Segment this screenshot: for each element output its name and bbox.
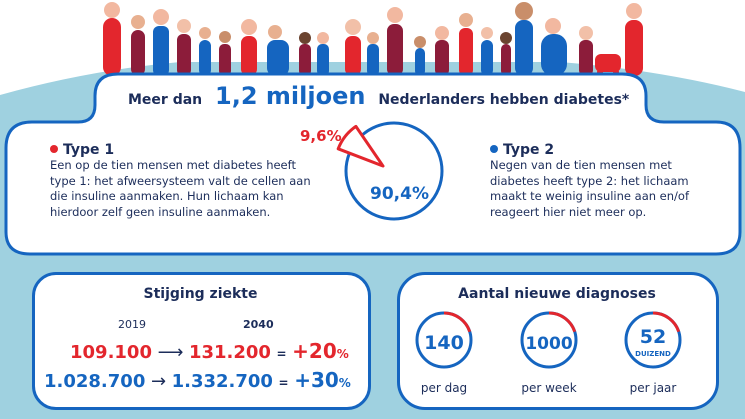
arrow-icon: ⟶: [157, 342, 184, 363]
type1-increase: +20: [292, 339, 337, 363]
pie-type2-label: 90,4%: [370, 184, 429, 204]
pie-type1-label: 9,6%: [300, 127, 342, 145]
type1-to: 131.200: [188, 342, 271, 363]
type2-title: Type 2: [503, 142, 555, 158]
diag-ring-red-arc: [443, 311, 472, 333]
type2-dot: [490, 145, 498, 153]
type1-text: Een op de tien mensen met diabetes heeft…: [50, 158, 311, 219]
type1-block: Type 1 Een op de tien mensen met diabete…: [50, 142, 318, 220]
eq-sign: =: [276, 347, 287, 361]
eq-sign: =: [278, 376, 289, 390]
diag-label-per-dag: per dag: [420, 381, 468, 395]
year-to: 2040: [243, 318, 274, 331]
diagnoses-title: Aantal nieuwe diagnoses: [458, 286, 656, 302]
diag-label-per-week: per week: [521, 381, 577, 395]
diag-label-per-jaar: per jaar: [629, 381, 677, 395]
stijging-card: [32, 272, 371, 410]
headline: Meer dan 1,2 miljoen Nederlanders hebben…: [128, 82, 648, 110]
type2-from: 1.028.700: [44, 371, 146, 392]
stijging-row-type2: 1.028.700 → 1.332.700 = +30%: [44, 368, 351, 392]
diag-sub-per-jaar: DUIZEND: [635, 350, 671, 358]
headline-suffix: Nederlanders hebben diabetes*: [378, 92, 630, 108]
diag-value-per-week: 1000: [525, 334, 572, 354]
headline-highlight: 1,2 miljoen: [215, 82, 366, 110]
diagnoses-circles: 140 1000 52 DUIZEND: [415, 311, 682, 369]
stijging-title: Stijging ziekte: [143, 286, 258, 302]
diag-ring-red-arc: [548, 311, 577, 333]
arrow-icon: →: [150, 371, 167, 392]
diag-value-per-dag: 140: [424, 332, 464, 354]
type1-pct: %: [336, 347, 349, 361]
type-pie-chart: 9,6% 90,4%: [300, 121, 444, 221]
type2-block: Type 2 Negen van de tien mensen met diab…: [490, 142, 708, 220]
type1-from: 109.100: [70, 342, 152, 363]
type2-increase: +30: [294, 368, 339, 392]
type1-title: Type 1: [63, 142, 115, 158]
headline-prefix: Meer dan: [128, 92, 203, 108]
type2-text: Negen van de tien mensen met diabetes he…: [490, 158, 690, 219]
diag-value-per-jaar: 52: [640, 326, 666, 348]
people-illustration: [103, 2, 643, 76]
type2-to: 1.332.700: [171, 371, 273, 392]
type2-pct: %: [338, 376, 351, 390]
stijging-row-type1: 109.100 ⟶ 131.200 = +20%: [70, 339, 349, 363]
pie-type1-slice: [336, 124, 385, 168]
year-from: 2019: [118, 318, 146, 331]
type1-dot: [50, 145, 58, 153]
diag-ring-red-arc: [652, 311, 681, 333]
